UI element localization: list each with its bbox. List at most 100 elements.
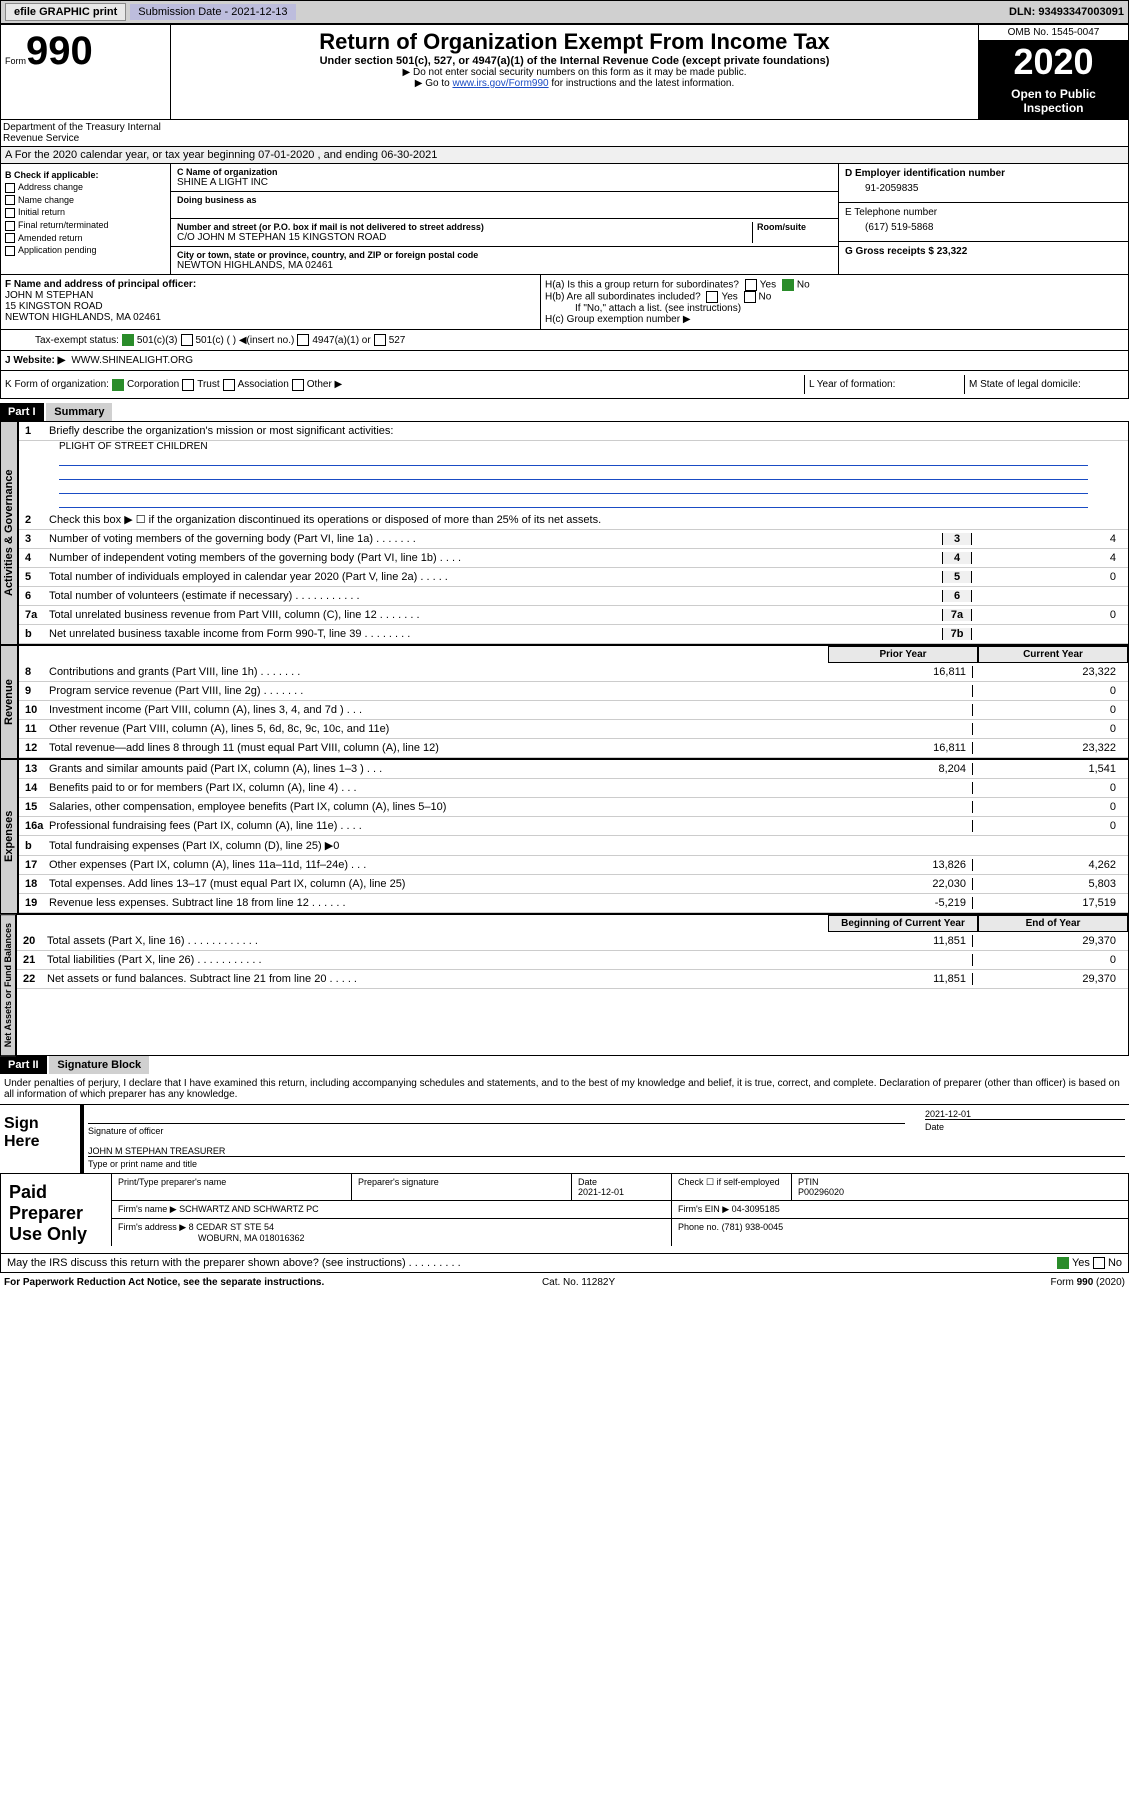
chk-final-return[interactable]: Final return/terminated bbox=[5, 220, 166, 231]
subtitle-3: ▶ Go to www.irs.gov/Form990 for instruct… bbox=[175, 78, 974, 89]
prep-name-hdr: Print/Type preparer's name bbox=[111, 1174, 351, 1200]
vtab-netassets: Net Assets or Fund Balances bbox=[0, 914, 16, 1056]
paid-preparer-label: Paid Preparer Use Only bbox=[1, 1174, 111, 1253]
irs-link[interactable]: www.irs.gov/Form990 bbox=[452, 78, 548, 89]
sign-here-block: Sign Here Signature of officer 2021-12-0… bbox=[0, 1104, 1129, 1173]
summary-line-6: 6Total number of volunteers (estimate if… bbox=[19, 587, 1128, 606]
h-c: H(c) Group exemption number ▶ bbox=[545, 314, 1124, 325]
summary-line-15: 15Salaries, other compensation, employee… bbox=[19, 798, 1128, 817]
website-label: J Website: ▶ bbox=[5, 355, 65, 366]
chk-501c[interactable] bbox=[181, 334, 193, 346]
h-note: If "No," attach a list. (see instruction… bbox=[545, 303, 1124, 314]
city-label: City or town, state or province, country… bbox=[177, 250, 832, 260]
fgh-block: F Name and address of principal officer:… bbox=[0, 275, 1129, 330]
firm-ein: Firm's EIN ▶ 04-3095185 bbox=[671, 1201, 1128, 1218]
chk-corporation[interactable] bbox=[112, 379, 124, 391]
summary-line-16a: 16aProfessional fundraising fees (Part I… bbox=[19, 817, 1128, 836]
website-row: J Website: ▶ WWW.SHINEALIGHT.ORG bbox=[0, 351, 1129, 371]
summary-line-5: 5Total number of individuals employed in… bbox=[19, 568, 1128, 587]
officer-label: F Name and address of principal officer: bbox=[5, 279, 536, 290]
summary-line-17: 17Other expenses (Part IX, column (A), l… bbox=[19, 856, 1128, 875]
summary-line-7a: 7aTotal unrelated business revenue from … bbox=[19, 606, 1128, 625]
summary-line-b: bTotal fundraising expenses (Part IX, co… bbox=[19, 836, 1128, 856]
part2-title: Signature Block bbox=[49, 1056, 149, 1074]
line2-label: Check this box ▶ ☐ if the organization d… bbox=[49, 513, 1122, 526]
form-of-org-row: K Form of organization: Corporation Trus… bbox=[0, 371, 1129, 399]
firm-name: Firm's name ▶ SCHWARTZ AND SCHWARTZ PC bbox=[111, 1201, 671, 1218]
cat-no: Cat. No. 11282Y bbox=[542, 1277, 615, 1288]
h-a: H(a) Is this a group return for subordin… bbox=[545, 279, 1124, 291]
part1-governance: Activities & Governance 1Briefly describ… bbox=[0, 421, 1129, 645]
gross-receipts: G Gross receipts $ 23,322 bbox=[845, 246, 1122, 257]
column-d-ein: D Employer identification number 91-2059… bbox=[838, 164, 1128, 274]
vtab-expenses: Expenses bbox=[0, 759, 18, 914]
discuss-no[interactable] bbox=[1093, 1257, 1105, 1269]
chk-amended-return[interactable]: Amended return bbox=[5, 233, 166, 244]
prep-sig-hdr: Preparer's signature bbox=[351, 1174, 571, 1200]
firm-phone: Phone no. (781) 938-0045 bbox=[671, 1219, 1128, 1246]
subtitle-2: ▶ Do not enter social security numbers o… bbox=[175, 67, 974, 78]
chk-501c3[interactable] bbox=[122, 334, 134, 346]
end-year-hdr: End of Year bbox=[978, 915, 1128, 932]
chk-name-change[interactable]: Name change bbox=[5, 195, 166, 206]
officer-name-title: JOHN M STEPHAN TREASURER bbox=[88, 1146, 1125, 1156]
prep-check-se[interactable]: Check ☐ if self-employed bbox=[671, 1174, 791, 1200]
instructions-link-row bbox=[171, 120, 1128, 146]
dln-value: DLN: 93493347003091 bbox=[1009, 6, 1124, 18]
summary-line-11: 11Other revenue (Part VIII, column (A), … bbox=[19, 720, 1128, 739]
room-label: Room/suite bbox=[757, 222, 832, 232]
declaration-text: Under penalties of perjury, I declare th… bbox=[0, 1074, 1129, 1104]
ein-label: D Employer identification number bbox=[845, 168, 1122, 179]
form-number: 990 bbox=[26, 29, 93, 73]
entity-block: B Check if applicable: Address change Na… bbox=[0, 164, 1129, 275]
org-name: SHINE A LIGHT INC bbox=[177, 177, 832, 188]
officer-info: F Name and address of principal officer:… bbox=[1, 275, 541, 329]
form-footer: Form 990 (2020) bbox=[1050, 1277, 1125, 1288]
summary-line-4: 4Number of independent voting members of… bbox=[19, 549, 1128, 568]
form-number-box: Form990 bbox=[1, 25, 171, 119]
chk-trust[interactable] bbox=[182, 379, 194, 391]
open-to-public: Open to Public Inspection bbox=[979, 83, 1128, 119]
summary-line-14: 14Benefits paid to or for members (Part … bbox=[19, 779, 1128, 798]
summary-line-18: 18Total expenses. Add lines 13–17 (must … bbox=[19, 875, 1128, 894]
chk-address-change[interactable]: Address change bbox=[5, 182, 166, 193]
street-address: C/O JOHN M STEPHAN 15 KINGSTON ROAD bbox=[177, 232, 752, 243]
summary-line-10: 10Investment income (Part VIII, column (… bbox=[19, 701, 1128, 720]
k-label: K Form of organization: bbox=[5, 379, 109, 390]
part2-header: Part II bbox=[0, 1056, 47, 1074]
chk-527[interactable] bbox=[374, 334, 386, 346]
paid-preparer-block: Paid Preparer Use Only Print/Type prepar… bbox=[0, 1173, 1129, 1254]
ein-value: 91-2059835 bbox=[845, 179, 1122, 198]
summary-line-22: 22Net assets or fund balances. Subtract … bbox=[17, 970, 1128, 989]
column-b-checkboxes: B Check if applicable: Address change Na… bbox=[1, 164, 171, 274]
summary-line-8: 8Contributions and grants (Part VIII, li… bbox=[19, 663, 1128, 682]
tax-year: 2020 bbox=[979, 41, 1128, 83]
efile-button[interactable]: efile GRAPHIC print bbox=[5, 3, 126, 21]
form-title-box: Return of Organization Exempt From Incom… bbox=[171, 25, 978, 119]
part1-header: Part I bbox=[0, 403, 44, 421]
chk-application-pending[interactable]: Application pending bbox=[5, 245, 166, 256]
chk-other[interactable] bbox=[292, 379, 304, 391]
ptin: PTINP00296020 bbox=[791, 1174, 1128, 1200]
officer-addr1: 15 KINGSTON ROAD bbox=[5, 301, 536, 312]
chk-initial-return[interactable]: Initial return bbox=[5, 207, 166, 218]
part1-revenue: Revenue Prior YearCurrent Year 8Contribu… bbox=[0, 645, 1129, 759]
street-label: Number and street (or P.O. box if mail i… bbox=[177, 222, 752, 232]
form-prefix: Form bbox=[5, 56, 26, 66]
vtab-governance: Activities & Governance bbox=[0, 421, 18, 645]
name-title-label: Type or print name and title bbox=[88, 1156, 1125, 1169]
org-name-label: C Name of organization bbox=[177, 167, 832, 177]
form-header: Form990 Return of Organization Exempt Fr… bbox=[0, 24, 1129, 120]
summary-line-20: 20Total assets (Part X, line 16) . . . .… bbox=[17, 932, 1128, 951]
city-state-zip: NEWTON HIGHLANDS, MA 02461 bbox=[177, 260, 832, 271]
summary-line-12: 12Total revenue—add lines 8 through 11 (… bbox=[19, 739, 1128, 758]
chk-association[interactable] bbox=[223, 379, 235, 391]
chk-4947[interactable] bbox=[297, 334, 309, 346]
sign-here-label: Sign Here bbox=[0, 1105, 80, 1173]
signature-of-officer-label: Signature of officer bbox=[88, 1123, 905, 1136]
discuss-yes[interactable] bbox=[1057, 1257, 1069, 1269]
pra-notice: For Paperwork Reduction Act Notice, see … bbox=[4, 1277, 324, 1288]
dept-label: Department of the Treasury Internal Reve… bbox=[1, 120, 171, 146]
officer-name: JOHN M STEPHAN bbox=[5, 290, 536, 301]
summary-line-b: bNet unrelated business taxable income f… bbox=[19, 625, 1128, 644]
